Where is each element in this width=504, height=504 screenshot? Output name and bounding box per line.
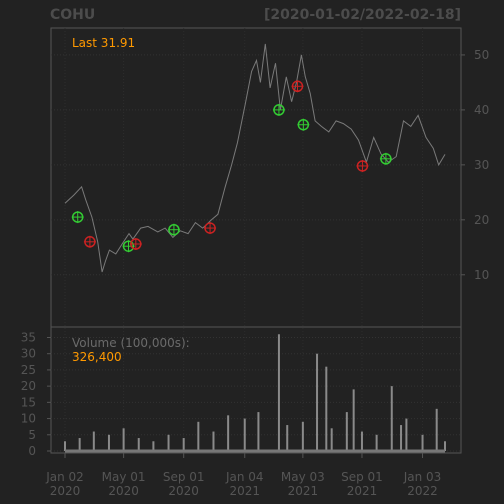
volume-bar [78, 438, 81, 451]
volume-bar [325, 366, 328, 451]
x-tick-year: 2021 [347, 484, 378, 498]
volume-bar [375, 434, 378, 451]
volume-tick-label: 10 [21, 412, 36, 426]
x-tick-year: 2021 [229, 484, 260, 498]
volume-bar [92, 431, 95, 451]
buy-signal-marker [297, 118, 310, 131]
x-tick-label: May 03 [281, 470, 325, 484]
volume-bar [64, 441, 66, 451]
volume-bar [227, 415, 230, 451]
volume-tick-label: 25 [21, 363, 36, 377]
sell-signal-marker [291, 80, 304, 93]
volume-bar [352, 389, 355, 451]
volume-bar [152, 441, 155, 451]
volume-bar [167, 434, 170, 451]
volume-bar [122, 428, 125, 451]
price-tick-label: 30 [474, 158, 489, 172]
x-tick-label: Sep 01 [341, 470, 383, 484]
price-tick-label: 50 [474, 48, 489, 62]
price-gridlines [51, 54, 461, 276]
price-axis: 10 20 30 40 50 [461, 48, 489, 282]
price-panel [50, 27, 462, 328]
volume-bar [182, 438, 185, 451]
volume-tick-label: 5 [28, 428, 36, 442]
volume-bar [421, 434, 424, 451]
signal-markers [71, 80, 392, 253]
volume-bar [390, 386, 393, 451]
volume-bar [107, 434, 110, 451]
sell-signal-marker [129, 238, 142, 251]
x-tick-year: 2020 [50, 484, 81, 498]
x-tick-year: 2020 [168, 484, 199, 498]
x-tick-year: 2022 [407, 484, 438, 498]
volume-bars [64, 334, 446, 453]
buy-signal-marker [71, 211, 84, 224]
chart-title: COHU [50, 7, 95, 23]
price-tick-label: 10 [474, 268, 489, 282]
volume-bar [316, 353, 319, 451]
buy-signal-marker [122, 240, 135, 253]
volume-panel [50, 326, 462, 454]
volume-tick-label: 0 [28, 444, 36, 458]
volume-bar [405, 418, 408, 451]
volume-bar [400, 425, 403, 451]
volume-bar [301, 421, 304, 451]
x-tick-label: Sep 01 [163, 470, 205, 484]
volume-label: Volume (100,000s): [72, 336, 190, 350]
price-line [64, 43, 446, 273]
volume-bar [137, 438, 140, 451]
x-tick-year: 2021 [288, 484, 319, 498]
buy-signal-marker [379, 152, 392, 165]
volume-bar [360, 431, 363, 451]
x-tick-label: Jan 03 [403, 470, 442, 484]
sell-signal-marker [83, 235, 96, 248]
last-price-label: Last 31.91 [72, 36, 135, 50]
volume-bar [435, 408, 438, 451]
volume-bar [444, 441, 446, 451]
buy-signal-marker [167, 223, 180, 236]
volume-bar [286, 425, 289, 451]
volume-bar [197, 421, 200, 451]
volume-axis: 0 5 10 15 20 25 30 35 [21, 330, 51, 458]
x-tick-label: May 01 [102, 470, 146, 484]
x-tick-label: Jan 04 [225, 470, 264, 484]
price-tick-label: 40 [474, 103, 489, 117]
date-range-label: [2020-01-02/2022-02-18] [264, 7, 461, 23]
volume-bar [345, 412, 348, 451]
volume-tick-label: 20 [21, 379, 36, 393]
x-tick-year: 2020 [108, 484, 139, 498]
volume-bar [257, 412, 260, 451]
volume-value: 326,400 [72, 350, 122, 364]
volume-bar [212, 431, 215, 451]
volume-bar [330, 428, 333, 451]
volume-bar [243, 418, 246, 451]
buy-signal-marker [272, 103, 285, 116]
volume-bar [277, 334, 280, 451]
volume-tick-label: 15 [21, 395, 36, 409]
x-tick-label: Jan 02 [45, 470, 84, 484]
volume-tick-label: 30 [21, 347, 36, 361]
sell-signal-marker [204, 222, 217, 235]
volume-tick-label: 35 [21, 330, 36, 344]
price-tick-label: 20 [474, 213, 489, 227]
sell-signal-marker [356, 159, 369, 172]
